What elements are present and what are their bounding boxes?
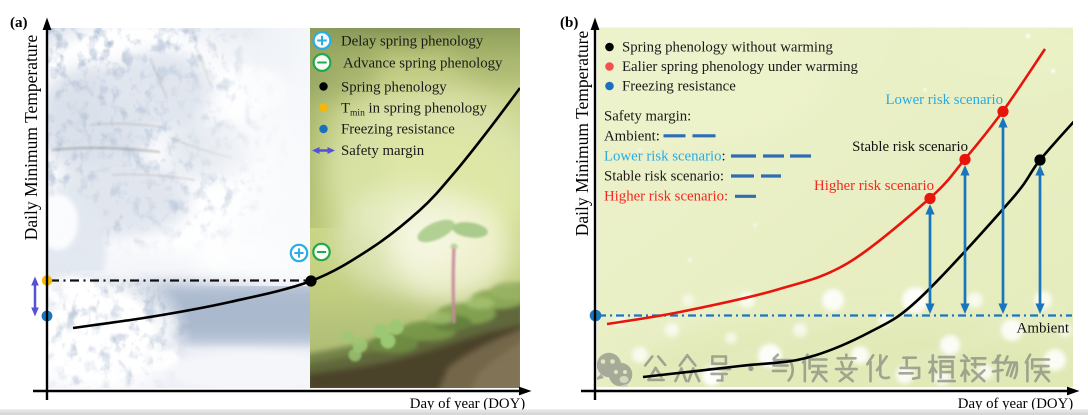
svg-text:Spring phenology without warmi: Spring phenology without warming xyxy=(622,40,833,56)
svg-text:Stable risk scenario:: Stable risk scenario: xyxy=(604,169,724,185)
svg-text:Spring phenology: Spring phenology xyxy=(341,80,447,96)
svg-text:Day of year (DOY): Day of year (DOY) xyxy=(410,396,526,412)
svg-text:Lower risk scenario: Lower risk scenario xyxy=(885,92,1003,108)
svg-text:Daily Minimum Temperature: Daily Minimum Temperature xyxy=(21,35,41,241)
svg-text:Ealier spring phenology under: Ealier spring phenology under warming xyxy=(622,59,858,75)
svg-text:Ambient: Ambient xyxy=(1017,321,1070,337)
svg-text:Delay spring phenology: Delay spring phenology xyxy=(341,34,484,50)
svg-text:Ambient:: Ambient: xyxy=(604,129,660,145)
svg-text:Safety margin:: Safety margin: xyxy=(604,109,691,125)
svg-text:Safety margin: Safety margin xyxy=(341,143,425,159)
svg-text:(a): (a) xyxy=(10,15,28,31)
svg-text:Stable risk scenario: Stable risk scenario xyxy=(852,139,968,155)
svg-text:Lower risk scenario:: Lower risk scenario: xyxy=(604,149,726,165)
svg-text:Higher risk scenario: Higher risk scenario xyxy=(814,178,934,194)
svg-text:Freezing resistance: Freezing resistance xyxy=(341,122,455,138)
svg-text:Tmin in spring phenology: Tmin in spring phenology xyxy=(341,101,487,119)
svg-text:Advance spring phenology: Advance spring phenology xyxy=(343,56,503,72)
svg-text:Day of year (DOY): Day of year (DOY) xyxy=(958,396,1074,412)
svg-text:(b): (b) xyxy=(560,15,578,31)
svg-text:Freezing resistance: Freezing resistance xyxy=(622,79,736,95)
svg-text:Daily Minimum Temperature: Daily Minimum Temperature xyxy=(572,31,592,237)
svg-text:Higher risk scenario:: Higher risk scenario: xyxy=(604,189,728,205)
